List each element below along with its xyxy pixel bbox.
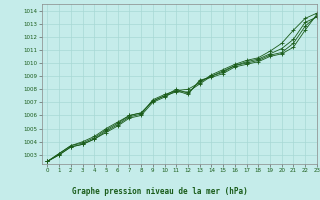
Text: Graphe pression niveau de la mer (hPa): Graphe pression niveau de la mer (hPa)	[72, 187, 248, 196]
